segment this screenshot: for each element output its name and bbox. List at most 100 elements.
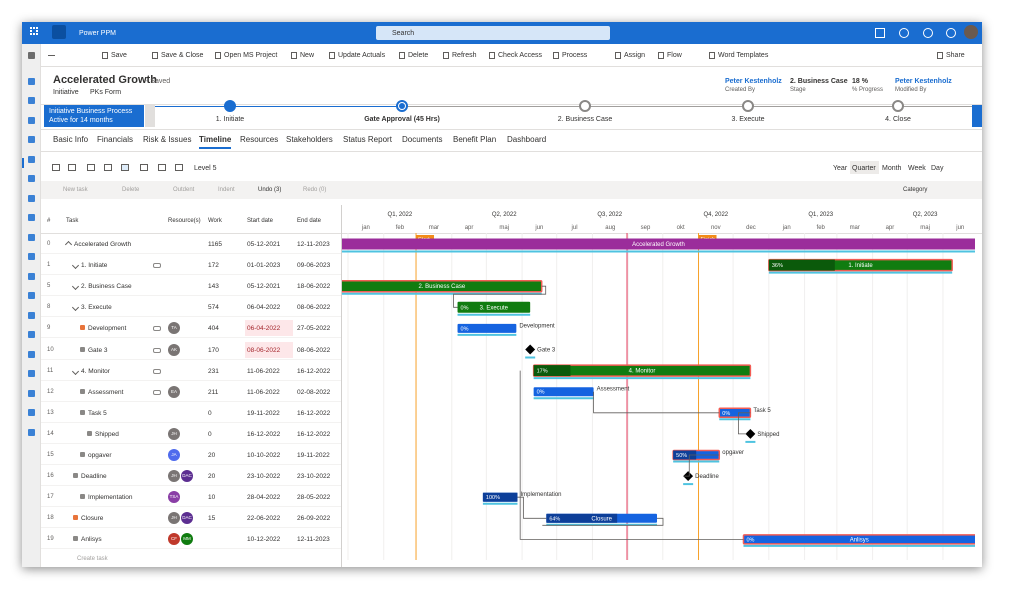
gantt-action[interactable]: Redo (0) — [303, 187, 327, 193]
row-task[interactable]: Development — [88, 325, 127, 333]
tab[interactable]: Risk & Issues — [143, 135, 192, 144]
nav-icon[interactable] — [28, 428, 35, 436]
gantt-tool[interactable] — [68, 164, 76, 171]
nav-icon[interactable] — [28, 233, 35, 241]
command-button[interactable]: Assign — [624, 52, 646, 59]
gantt-action[interactable]: Outdent — [173, 187, 195, 193]
header-icon[interactable] — [875, 28, 885, 38]
nav-icon[interactable] — [28, 194, 35, 202]
stage-label[interactable]: 2. Business Case — [557, 116, 613, 123]
command-button[interactable]: Process — [562, 52, 588, 59]
tab[interactable]: Timeline — [199, 135, 232, 144]
filter-select[interactable]: Category — [903, 187, 928, 193]
gantt-tool[interactable] — [104, 164, 112, 171]
tab[interactable]: Financials — [97, 135, 134, 144]
gantt-action[interactable]: Delete — [122, 187, 140, 193]
stage-label[interactable]: 4. Close — [885, 116, 911, 123]
nav-icon[interactable] — [28, 272, 35, 280]
user-avatar[interactable] — [964, 25, 978, 39]
tab[interactable]: Stakeholders — [286, 135, 333, 144]
process-prev[interactable] — [145, 105, 155, 127]
nav-icon[interactable] — [28, 214, 35, 221]
header-icon[interactable] — [923, 28, 933, 38]
gantt-tool[interactable] — [52, 164, 60, 171]
row-task[interactable]: 1. Initiate — [81, 262, 108, 270]
nav-icon[interactable] — [28, 52, 35, 59]
level-select[interactable]: Level 5 — [194, 165, 217, 172]
record-form[interactable]: PKs Form — [90, 89, 122, 96]
stage-label[interactable]: Gate Approval (45 Hrs) — [364, 116, 440, 123]
view-option[interactable]: Week — [908, 165, 926, 172]
command-button[interactable]: Check Access — [498, 52, 542, 59]
row-task[interactable]: Accelerated Growth — [74, 241, 132, 248]
stage-circle[interactable] — [742, 100, 754, 112]
header-icon[interactable] — [899, 28, 909, 38]
command-button[interactable]: Save — [111, 52, 127, 59]
view-option[interactable]: Month — [882, 165, 902, 172]
command-button[interactable]: Delete — [408, 52, 429, 59]
nav-icon[interactable] — [28, 175, 35, 182]
search-box[interactable] — [376, 26, 610, 40]
row-task[interactable]: Anlisys — [81, 536, 102, 544]
command-button[interactable]: Save & Close — [161, 52, 204, 59]
view-option[interactable]: Day — [931, 165, 944, 172]
nav-icon[interactable] — [28, 389, 35, 397]
row-task[interactable]: 2. Business Case — [81, 283, 132, 291]
nav-icon[interactable] — [28, 350, 35, 358]
nav-icon[interactable] — [28, 409, 35, 416]
nav-icon[interactable] — [28, 253, 35, 260]
row-task[interactable]: Task 5 — [88, 409, 107, 417]
gantt-tool[interactable] — [175, 164, 183, 171]
command-button[interactable]: Open MS Project — [224, 52, 278, 59]
nav-icon[interactable] — [28, 370, 35, 377]
nav-icon[interactable] — [28, 331, 35, 338]
row-task[interactable]: Closure — [81, 515, 104, 523]
tab[interactable]: Resources — [240, 135, 279, 144]
nav-icon[interactable] — [28, 292, 35, 299]
gantt-tool[interactable] — [140, 164, 148, 171]
view-option[interactable]: Year — [833, 165, 848, 172]
tab[interactable]: Benefit Plan — [453, 135, 497, 144]
view-option[interactable]: Quarter — [852, 165, 876, 172]
row-task[interactable]: Implementation — [88, 494, 133, 502]
nav-icon[interactable] — [28, 155, 35, 163]
tab[interactable]: Status Report — [343, 135, 392, 144]
nav-icon[interactable] — [28, 136, 35, 143]
tab[interactable]: Documents — [402, 135, 443, 144]
nav-icon[interactable] — [28, 311, 35, 319]
stage-circle[interactable] — [892, 100, 904, 112]
nav-icon[interactable] — [28, 97, 35, 104]
stage-circle[interactable] — [224, 100, 236, 112]
gantt-tool[interactable] — [158, 164, 166, 171]
gantt-tool[interactable] — [87, 164, 95, 171]
row-task[interactable]: 3. Execute — [81, 304, 112, 312]
tab[interactable]: Dashboard — [507, 135, 547, 144]
nav-icon[interactable] — [28, 116, 35, 124]
header-icon[interactable] — [946, 28, 956, 38]
stage-circle[interactable] — [579, 100, 591, 112]
gantt-action[interactable]: Indent — [218, 187, 235, 193]
command-button[interactable]: Update Actuals — [338, 52, 386, 59]
row-task[interactable]: Deadline — [81, 473, 107, 481]
tab[interactable]: Basic Info — [53, 135, 89, 144]
command-button[interactable]: Refresh — [452, 52, 477, 59]
stage-label[interactable]: 1. Initiate — [215, 116, 245, 123]
row-task[interactable]: Assessment — [88, 388, 124, 396]
gantt-action[interactable]: Undo (3) — [258, 187, 282, 193]
process-next[interactable] — [972, 105, 982, 127]
row-task[interactable]: 4. Monitor — [81, 367, 110, 375]
command-button[interactable]: Flow — [667, 52, 682, 59]
command-bar — [40, 44, 982, 67]
gantt-tool[interactable] — [121, 164, 129, 171]
command-button[interactable]: New — [300, 52, 315, 59]
row-task[interactable]: opgaver — [88, 452, 112, 459]
command-button[interactable]: Share — [946, 52, 965, 59]
gantt-action[interactable]: New task — [63, 187, 88, 193]
month-label: jul — [571, 225, 578, 231]
row-task[interactable]: Gate 3 — [88, 346, 108, 354]
create-task[interactable]: Create task — [77, 556, 108, 562]
nav-icon[interactable] — [28, 77, 35, 85]
command-button[interactable]: Word Templates — [718, 52, 769, 59]
stage-label[interactable]: 3. Execute — [731, 116, 765, 123]
row-task[interactable]: Shipped — [95, 430, 119, 438]
